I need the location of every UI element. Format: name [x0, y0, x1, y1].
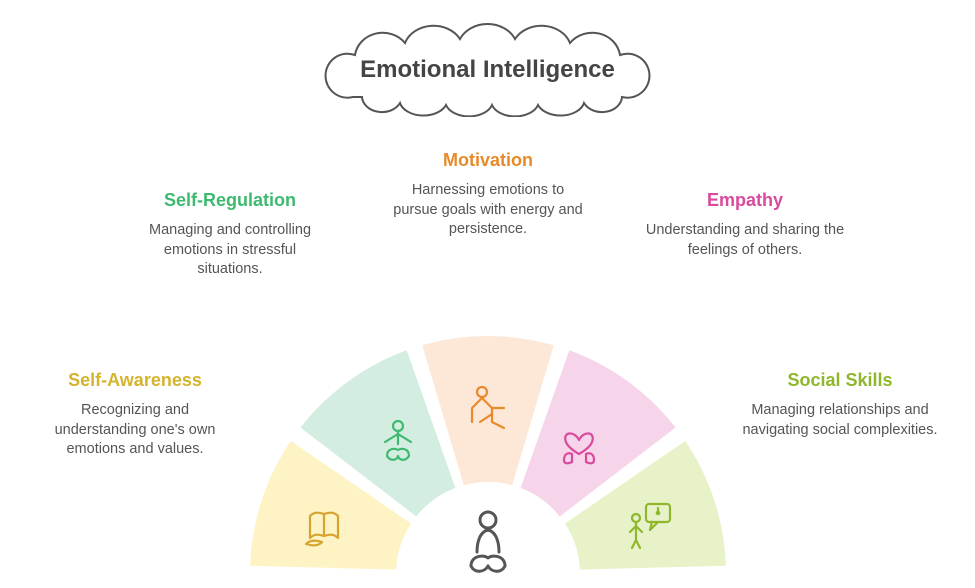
pillar-self_regulation: Self-Regulation Managing and controlling … — [130, 190, 330, 280]
title-cloud: Emotional Intelligence — [298, 22, 678, 117]
pillar-label: Social Skills — [740, 370, 940, 391]
pillar-self_awareness: Self-Awareness Recognizing and understand… — [35, 370, 235, 460]
runner-icon — [462, 382, 516, 436]
book-in-hand-icon — [300, 496, 354, 550]
pillar-desc: Recognizing and understanding one's own … — [35, 401, 235, 460]
pillar-label: Empathy — [645, 190, 845, 211]
pillar-desc: Managing relationships and navigating so… — [740, 401, 940, 440]
pillar-empathy: Empathy Understanding and sharing the fee… — [645, 190, 845, 260]
heart-hands-icon — [552, 414, 606, 468]
person-speech-icon — [622, 496, 676, 550]
pillar-desc: Managing and controlling emotions in str… — [130, 221, 330, 280]
arch-diagram — [238, 324, 738, 584]
pillar-label: Motivation — [388, 150, 588, 171]
pillar-label: Self-Awareness — [35, 370, 235, 391]
pillar-social_skills: Social Skills Managing relationships and … — [740, 370, 940, 440]
page-title: Emotional Intelligence — [298, 22, 678, 117]
pillar-desc: Harnessing emotions to pursue goals with… — [388, 181, 588, 240]
pillar-motivation: Motivation Harnessing emotions to pursue … — [388, 150, 588, 240]
pillar-desc: Understanding and sharing the feelings o… — [645, 221, 845, 260]
meditating-person-icon — [453, 508, 523, 578]
lotus-person-icon — [371, 414, 425, 468]
pillar-label: Self-Regulation — [130, 190, 330, 211]
